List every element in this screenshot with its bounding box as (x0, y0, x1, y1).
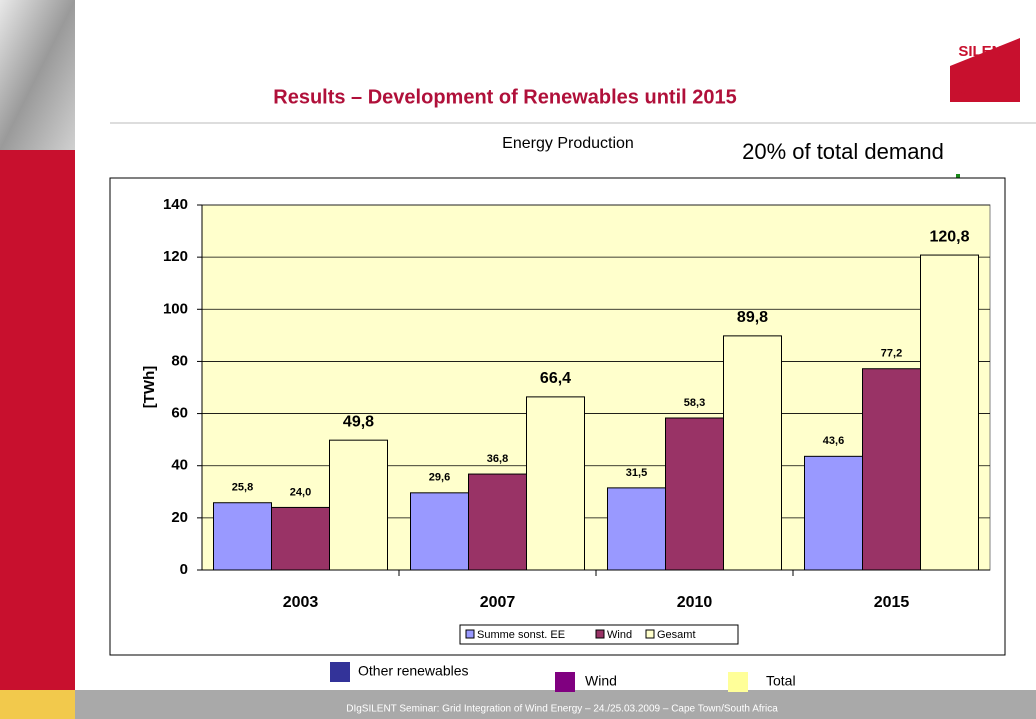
bar (329, 439, 388, 571)
footer-text: DIgSILENT Seminar: Grid Integration of W… (346, 704, 778, 715)
value-label: 36,8 (487, 453, 508, 465)
logo-shape (950, 38, 1020, 102)
slide-legend-swatch (728, 672, 748, 692)
chart: 0 20 40 60 80 100 120 140 2003 25,8 24,0 49,8 2007 29… (163, 196, 991, 645)
logo: SILENT DIG (950, 38, 1020, 102)
y-tick-label: 80 (171, 352, 188, 369)
legend-label: Wind (607, 629, 632, 641)
value-label: 31,5 (626, 467, 647, 479)
x-tick-label: 2003 (283, 594, 319, 611)
value-label: 43,6 (823, 435, 844, 447)
value-label: 49,8 (343, 413, 374, 430)
logo-text: SILENT (958, 43, 1011, 60)
side-bar (0, 150, 75, 690)
slide-title: Results – Development of Renewables unti… (273, 86, 736, 108)
slide-legend-label: Wind (585, 673, 617, 689)
footer-bar (75, 690, 1036, 719)
bar (723, 335, 782, 571)
bar (862, 368, 921, 571)
x-tick-label: 2007 (480, 594, 516, 611)
y-tick-label: 120 (163, 248, 188, 265)
subtitle: Energy Production (502, 135, 634, 152)
legend-label: Gesamt (657, 629, 696, 641)
bar (920, 254, 979, 571)
y-axis-title: [TWh] (141, 366, 158, 408)
legend-swatch (595, 629, 605, 639)
value-label: 24,0 (290, 486, 311, 498)
slide-legend-swatch (555, 672, 575, 692)
x-tick-label: 2010 (677, 594, 713, 611)
bar (213, 502, 272, 571)
legend: Summe sonst. EE Wind Gesamt (459, 624, 739, 645)
y-tick-label: 0 (180, 561, 188, 578)
slide-legend-swatch (330, 662, 350, 682)
value-label: 66,4 (540, 370, 571, 387)
value-label: 77,2 (881, 348, 902, 360)
bar (665, 417, 724, 571)
value-label: 25,8 (232, 482, 253, 494)
bar (271, 506, 330, 571)
y-tick-label: 100 (163, 300, 188, 317)
legend-swatch (645, 629, 655, 639)
value-label: 120,8 (929, 228, 969, 245)
y-tick-label: 140 (163, 196, 188, 213)
value-label: 58,3 (684, 397, 705, 409)
annotation: 20% of total demand (742, 139, 944, 164)
y-tick-label: 60 (171, 405, 188, 422)
bar (468, 473, 527, 571)
bar (804, 455, 863, 571)
x-tick-label: 2015 (874, 594, 910, 611)
bar (410, 492, 469, 571)
y-tick-label: 20 (171, 509, 188, 526)
bar (607, 487, 666, 571)
y-tick-label: 40 (171, 457, 188, 474)
slide-legend-label: Total (766, 673, 796, 689)
bar (526, 396, 585, 571)
value-label: 29,6 (429, 472, 450, 484)
header-photo (0, 0, 75, 150)
legend-swatch (465, 629, 475, 639)
legend-label: Summe sonst. EE (477, 629, 565, 641)
value-label: 89,8 (737, 309, 768, 326)
logo-text: DIG (954, 74, 971, 101)
corner-block (0, 690, 75, 719)
slide-legend-label: Other renewables (358, 663, 469, 679)
